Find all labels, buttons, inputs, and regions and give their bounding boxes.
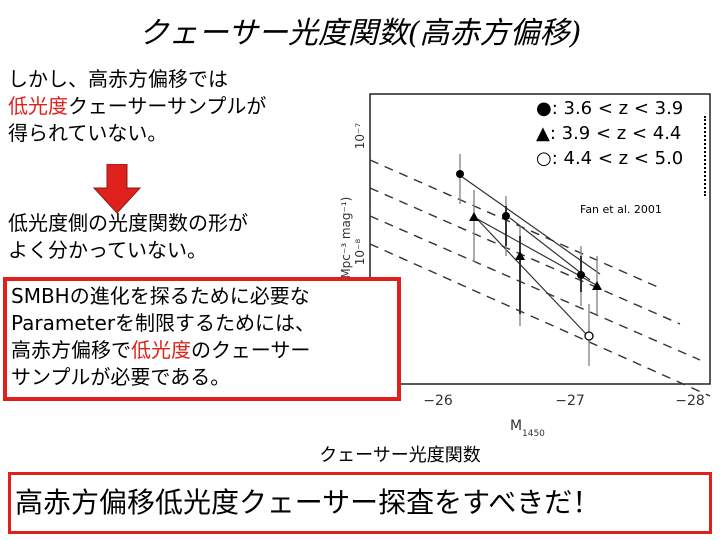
conclusion-line-2: よく分かっていない。 — [8, 238, 207, 262]
box-line-3b: のクェーサー — [191, 338, 311, 362]
marker-z44-50 — [584, 331, 594, 341]
model-line-1 — [369, 159, 661, 289]
x-tick-label: −27 — [555, 393, 585, 409]
box-highlight: 低光度 — [131, 338, 191, 362]
x-tick-label: −26 — [423, 393, 453, 409]
x-axis-label: M — [510, 418, 522, 434]
slide-title: クェーサー光度関数(高赤方偏移) — [138, 16, 582, 51]
intro-line-1: しかし、高赤方偏移では — [8, 67, 228, 91]
y-tick-mid: 10⁻⁸ — [353, 239, 367, 266]
requirement-box: SMBHの進化を探るために必要な Parameterを制限するためには、 高赤方… — [3, 277, 401, 401]
error-bars — [459, 154, 598, 366]
marker-z39-44 — [592, 281, 602, 290]
box-line-1: SMBHの進化を探るために必要な — [11, 284, 310, 308]
fit-line-2 — [471, 215, 599, 287]
marker-z36-39 — [577, 271, 585, 279]
model-line-3 — [369, 215, 701, 361]
box-line-3: 高赤方偏移で低光度のクェーサー — [11, 337, 397, 364]
intro-highlight: 低光度 — [8, 94, 68, 118]
box-line-4: サンプルが必要である。 — [11, 365, 231, 389]
fit-line-1 — [457, 173, 601, 275]
x-axis-subscript: 1450 — [522, 429, 545, 439]
chart-legend: ●: 3.6 < z < 3.9 ▲: 3.9 < z < 4.4 ○: 4.4… — [536, 96, 683, 171]
model-lines — [369, 159, 711, 397]
intro-line-2-rest: クェーサーサンプルが — [68, 94, 267, 118]
y-tick-top: 10⁻⁷ — [353, 123, 367, 150]
intro-line-3: 得られていない。 — [8, 121, 168, 145]
chart-caption: クェーサー光度関数 — [319, 445, 481, 466]
model-line-4 — [369, 243, 711, 397]
box-line-3a: 高赤方偏移で — [11, 338, 131, 362]
citation: Fan et al. 2001 — [580, 203, 662, 216]
intro-line-2: 低光度クェーサーサンプルが — [8, 93, 266, 120]
marker-z39-44 — [469, 212, 479, 221]
marker-z39-44 — [515, 251, 525, 260]
red-down-arrow-icon — [92, 164, 142, 214]
marker-z36-39 — [502, 212, 510, 220]
fit-lines — [457, 173, 601, 337]
legend-item-1: ●: 3.6 < z < 3.9 — [536, 98, 684, 119]
legend-item-2: ▲: 3.9 < z < 4.4 — [536, 123, 682, 144]
bottom-banner: 高赤方偏移低光度クェーサー探査をすべきだ！ — [8, 472, 712, 534]
dotted-divider — [704, 116, 710, 196]
box-line-2: Parameterを制限するためには、 — [11, 311, 316, 335]
y-axis-label: (Mpc⁻³ mag⁻¹) — [339, 197, 353, 284]
marker-z36-39 — [456, 170, 464, 178]
conclusion-line-1: 低光度側の光度関数の形が — [8, 211, 248, 235]
intro-text: しかし、高赤方偏移では 低光度クェーサーサンプルが 得られていない。 — [8, 66, 266, 147]
fit-line-4 — [477, 219, 589, 337]
conclusion-text: 低光度側の光度関数の形が よく分かっていない。 — [8, 210, 248, 264]
fit-line-3 — [509, 217, 591, 281]
luminosity-function-chart: −26 −27 −28 M 1450 10⁻⁷ 10⁻⁸ (Mpc⁻³ mag⁻… — [339, 93, 711, 439]
plot-frame — [369, 93, 711, 385]
x-tick-label: −28 — [675, 393, 705, 409]
model-line-2 — [369, 187, 681, 325]
legend-item-3: ○: 4.4 < z < 5.0 — [536, 148, 684, 169]
